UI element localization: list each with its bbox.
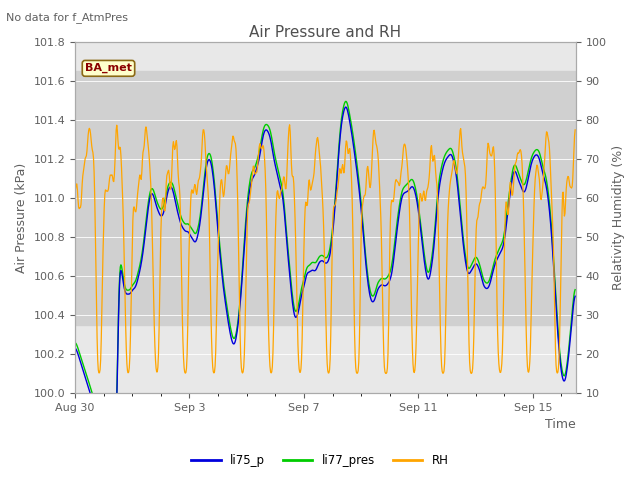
Bar [75, 72, 576, 325]
Text: BA_met: BA_met [85, 63, 132, 73]
Text: No data for f_AtmPres: No data for f_AtmPres [6, 12, 129, 23]
X-axis label: Time: Time [545, 419, 576, 432]
Y-axis label: Relativity Humidity (%): Relativity Humidity (%) [612, 145, 625, 290]
Y-axis label: Air Pressure (kPa): Air Pressure (kPa) [15, 163, 28, 273]
Title: Air Pressure and RH: Air Pressure and RH [250, 24, 401, 39]
Legend: li75_p, li77_pres, RH: li75_p, li77_pres, RH [187, 449, 453, 472]
